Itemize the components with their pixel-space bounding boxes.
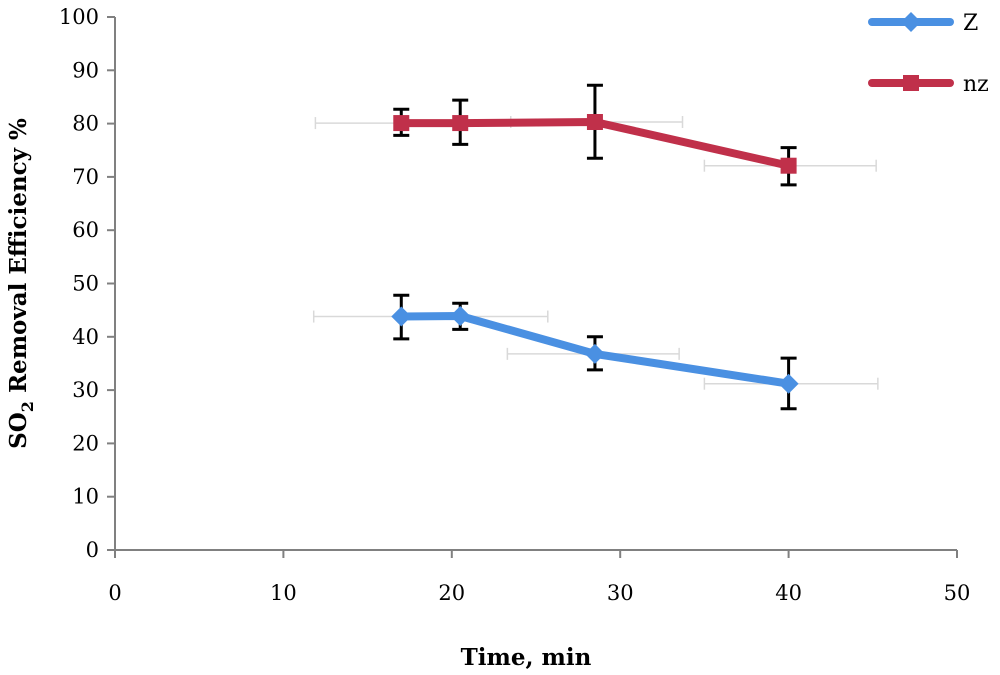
axis-titles: Time, min SO2 Removal Efficiency %	[5, 118, 592, 671]
y-tick-label: 90	[72, 58, 99, 82]
data-point-Z	[584, 343, 605, 364]
y-tick-label: 30	[72, 378, 99, 402]
y-tick-label: 10	[72, 485, 99, 509]
legend-marker	[903, 75, 919, 91]
axes-layer: 0 10 20 30 40 50 60 70 80 90 100 0 10 20 30 40 50	[59, 5, 970, 605]
series-line-nz	[397, 118, 793, 170]
y-tick-label: 70	[72, 165, 99, 189]
x-tick-label: 0	[108, 581, 121, 605]
y-tick-label: 40	[72, 325, 99, 349]
data-point-nz	[452, 115, 469, 132]
data-point-nz	[586, 114, 603, 131]
data-point-Z	[450, 306, 471, 327]
y-tick-label: 0	[86, 538, 99, 562]
legend-label: nz	[963, 72, 989, 97]
y-tick-label: 80	[72, 112, 99, 136]
series-line-Z	[397, 312, 793, 388]
x-tick-label: 10	[270, 581, 297, 605]
x-tick-label: 30	[607, 581, 634, 605]
legend: Znz	[868, 11, 989, 97]
x-axis-title: Time, min	[461, 644, 592, 671]
x-tick-label: 20	[438, 581, 465, 605]
y-tick-label: 100	[59, 5, 99, 29]
y-tick-label: 50	[72, 272, 99, 296]
data-point-nz	[780, 157, 797, 174]
x-tick-label: 40	[775, 581, 802, 605]
y-axis-title: SO2 Removal Efficiency %	[5, 118, 37, 449]
x-tick-label: 50	[944, 581, 971, 605]
data-point-Z	[391, 306, 412, 327]
data-point-Z	[778, 373, 799, 394]
legend-label: Z	[963, 11, 978, 36]
y-tick-label: 60	[72, 218, 99, 242]
series-layer	[391, 83, 799, 411]
legend-marker	[901, 12, 921, 32]
y-tick-label: 20	[72, 431, 99, 455]
data-point-nz	[393, 115, 410, 132]
